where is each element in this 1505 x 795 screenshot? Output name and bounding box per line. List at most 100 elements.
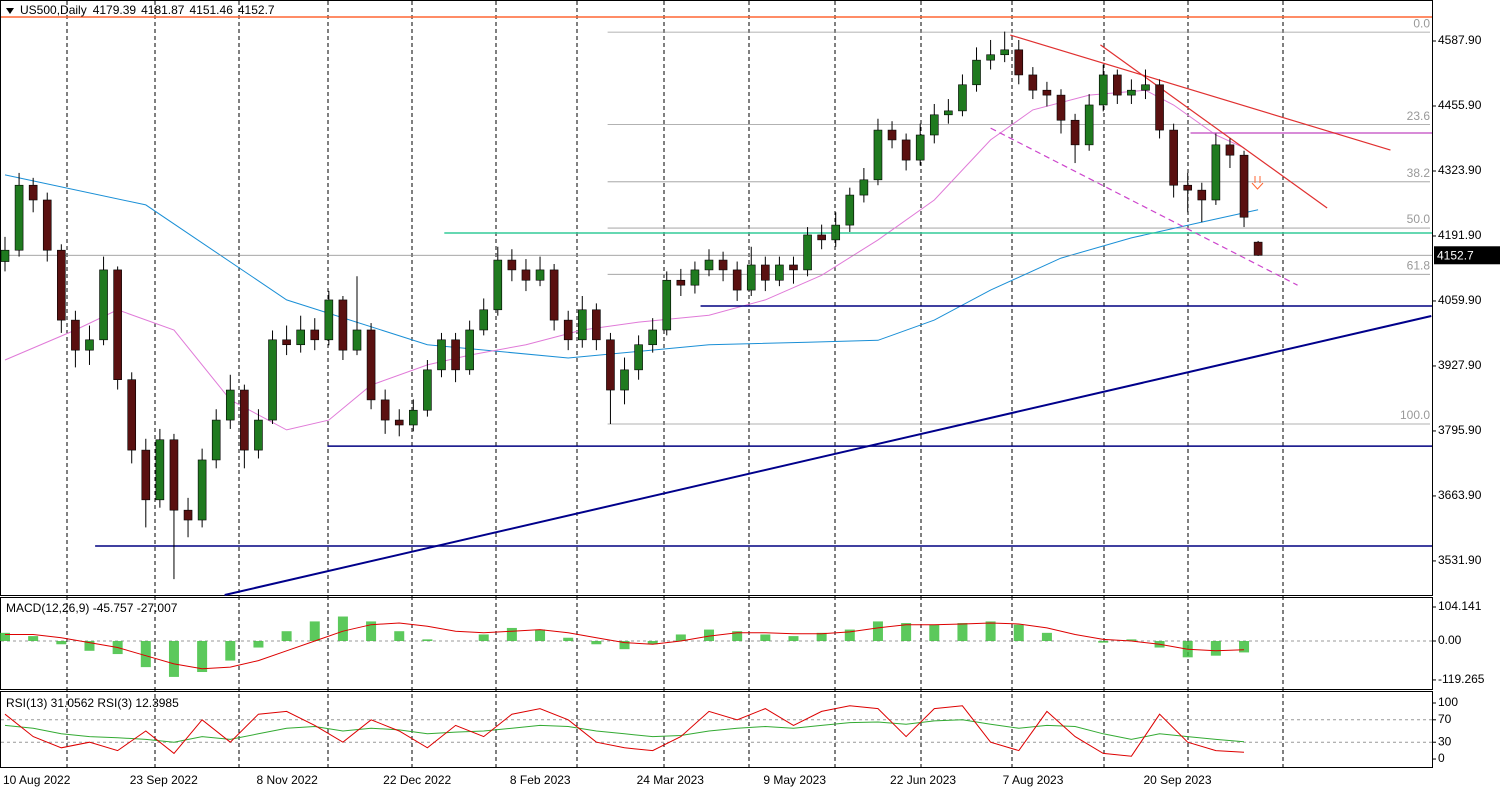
- candle-body: [958, 84, 967, 112]
- candle-body: [197, 459, 207, 521]
- macd-bar: [844, 629, 855, 642]
- candle-body: [972, 59, 981, 86]
- candle-body: [606, 339, 615, 391]
- macd-bar: [816, 632, 827, 642]
- macd-bar: [140, 641, 151, 668]
- macd-bar: [1239, 641, 1250, 653]
- rsi-line: [4, 705, 1245, 757]
- macd-bar: [478, 634, 489, 642]
- macd-bar: [422, 639, 433, 642]
- candle-body: [1253, 241, 1263, 256]
- candle-body: [268, 339, 277, 421]
- last-price-label: 4152.7: [1437, 248, 1474, 262]
- candle-body: [775, 264, 784, 281]
- candle-body: [423, 369, 432, 411]
- candle-body: [1225, 144, 1235, 156]
- last-price-box: [1434, 246, 1500, 265]
- candle-body: [563, 319, 573, 341]
- candle-body: [803, 234, 812, 271]
- candle-body: [338, 299, 348, 351]
- candle-body: [915, 134, 925, 161]
- candle-body: [1056, 94, 1066, 121]
- macd-bar: [394, 631, 405, 642]
- candle-body: [831, 224, 841, 241]
- candle-body: [1155, 84, 1164, 131]
- macd-bar: [957, 623, 968, 642]
- candle-body: [282, 339, 291, 346]
- close-value: 4152.7: [238, 3, 275, 17]
- x-tick-label: 20 Sep 2023: [1143, 773, 1211, 787]
- candle-body: [28, 184, 38, 201]
- candle-body: [507, 259, 517, 271]
- candle-body: [254, 419, 263, 451]
- trendline: [1010, 34, 1391, 151]
- macd-bar: [535, 629, 546, 642]
- candle-body: [732, 269, 742, 291]
- macd-bar: [84, 641, 95, 651]
- y-tick-label: 0: [1438, 751, 1445, 765]
- candle-body: [761, 264, 770, 281]
- y-tick-label: 4587.90: [1438, 33, 1482, 47]
- candle-body: [944, 110, 953, 116]
- macd-bar: [619, 641, 630, 650]
- macd-bar: [225, 641, 236, 661]
- candle-body: [1028, 74, 1038, 91]
- candle-body: [718, 259, 728, 271]
- candle-body: [1197, 189, 1207, 201]
- main-pane: [0, 0, 1433, 596]
- macd-bar: [1013, 624, 1024, 642]
- y-tick-label: 3927.90: [1438, 358, 1482, 372]
- macd-bar: [56, 641, 67, 645]
- macd-bar: [901, 623, 912, 642]
- candle-body: [437, 339, 446, 371]
- macd-bar: [788, 636, 799, 642]
- candle-body: [746, 264, 756, 291]
- candle-body: [577, 309, 587, 341]
- candle-body: [676, 279, 686, 286]
- macd-title: MACD(12,26,9) -45.757 -27.007: [6, 601, 178, 615]
- x-tick-label: 10 Aug 2022: [3, 773, 71, 787]
- header: US500,Daily 4179.39 4181.87 4151.46 4152.7: [20, 3, 275, 17]
- macd-bar: [253, 641, 264, 648]
- candle-body: [465, 329, 474, 371]
- candle-body: [71, 319, 80, 351]
- candle-body: [409, 409, 418, 426]
- candle-body: [240, 389, 249, 451]
- candle-body: [1239, 154, 1249, 218]
- macd-bar: [563, 637, 574, 642]
- candle-body: [42, 199, 52, 251]
- candle-body: [451, 339, 460, 371]
- high-value: 4181.87: [141, 3, 185, 17]
- candle-body: [296, 329, 305, 346]
- candle-body: [183, 509, 193, 521]
- trendline: [990, 127, 1298, 286]
- candle-body: [141, 449, 151, 501]
- macd-bar: [1041, 632, 1052, 642]
- candle-body: [394, 419, 404, 426]
- y-tick-label: 3663.90: [1438, 488, 1482, 502]
- candle-body: [859, 179, 869, 196]
- y-tick-label: 4191.90: [1438, 228, 1482, 242]
- trendline: [1100, 44, 1328, 209]
- macd-bar: [309, 621, 320, 642]
- macd-bar: [985, 621, 996, 642]
- fib-label: 0.0: [1413, 16, 1430, 30]
- candle-body: [929, 114, 939, 136]
- candle-body: [1183, 184, 1193, 191]
- macd-bar: [366, 621, 377, 642]
- candle-body: [1098, 74, 1108, 106]
- y-tick-label: 70: [1438, 712, 1452, 726]
- candle-body: [225, 389, 235, 421]
- macd-bar: [760, 634, 771, 642]
- x-tick-label: 9 May 2023: [763, 773, 826, 787]
- x-tick-label: 22 Jun 2023: [890, 773, 956, 787]
- candle-body: [310, 329, 320, 341]
- candle-body: [127, 379, 137, 451]
- macd-bar: [647, 641, 658, 645]
- macd-bar: [1126, 639, 1137, 642]
- candle-body: [704, 259, 714, 271]
- macd-bar: [675, 634, 686, 642]
- macd-bar: [197, 641, 208, 673]
